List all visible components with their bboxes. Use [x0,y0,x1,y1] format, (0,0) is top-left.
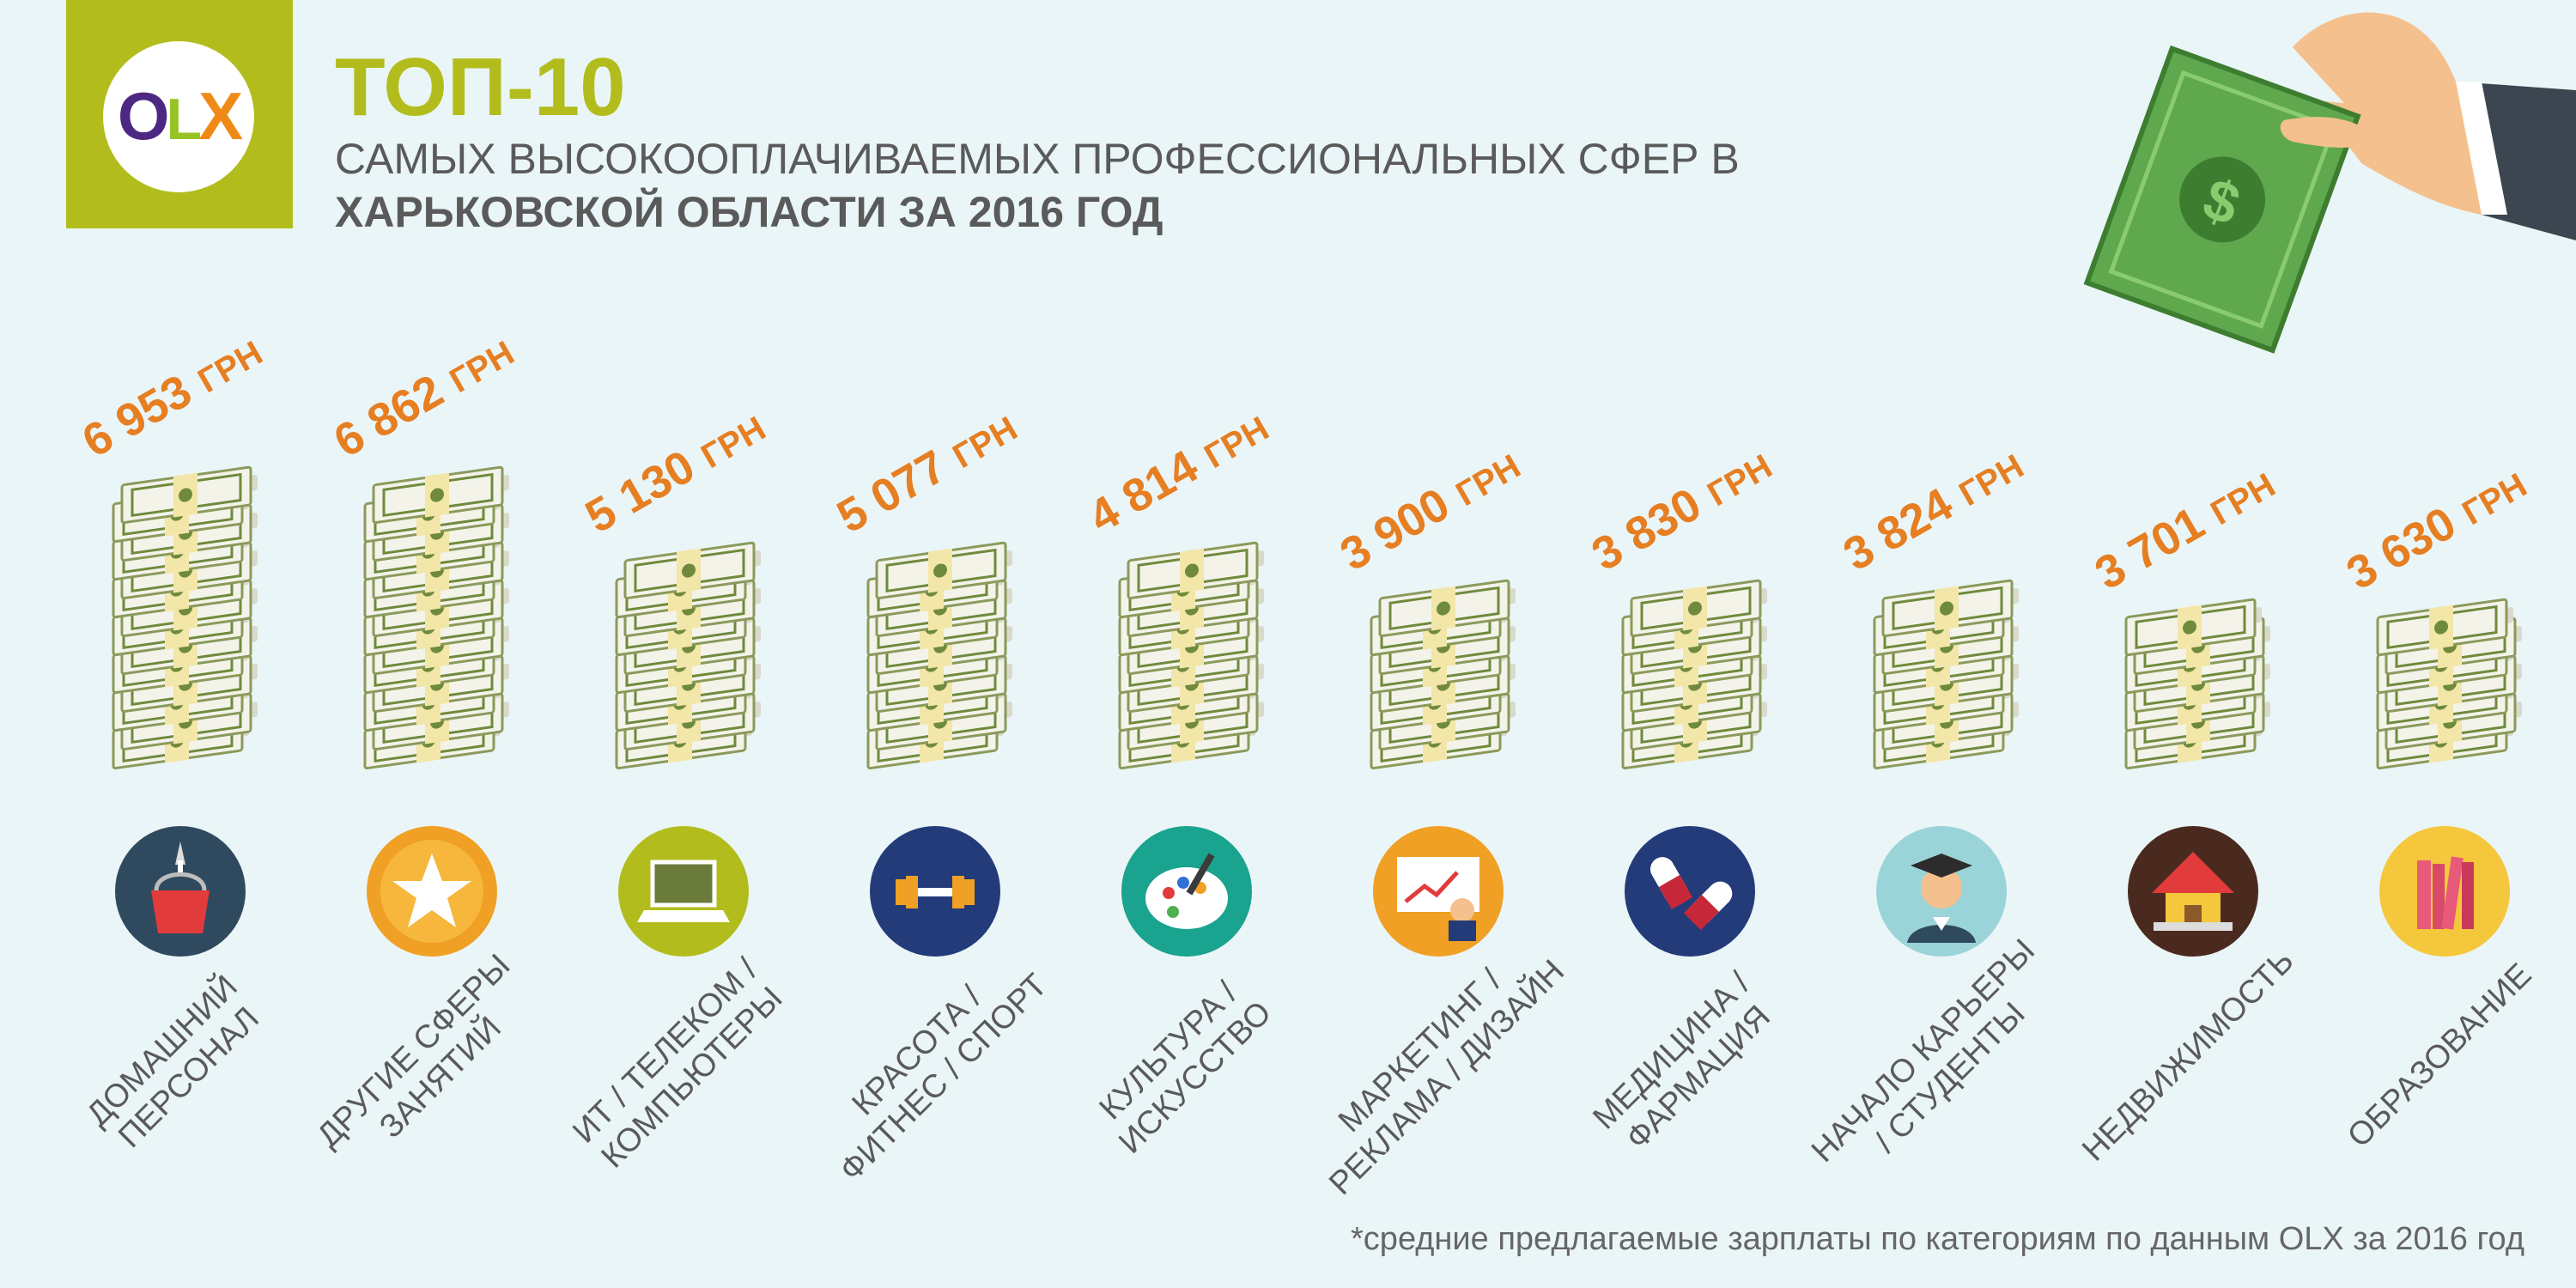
footnote: *средние предлагаемые зарплаты по катего… [1351,1221,2524,1257]
value-label: 4 814ГРН [1080,400,1277,544]
value-label: 5 130ГРН [577,400,774,544]
value-number: 3 900 [1332,478,1458,581]
money-bundle [1881,579,2019,638]
value-unit: ГРН [191,334,269,400]
star-icon [367,826,497,957]
bar-stack [1370,579,1516,770]
value-number: 5 077 [829,440,955,544]
value-number: 5 130 [577,440,703,544]
bar-stack [2376,598,2522,770]
money-bundle [875,541,1012,600]
value-number: 4 814 [1080,440,1206,544]
value-unit: ГРН [443,334,520,400]
olx-logo-text: OLX [117,78,243,154]
house-icon [2128,826,2258,957]
hand-with-banknote-illustration: $ [2083,12,2576,354]
money-bundle [372,465,509,525]
value-label: 3 701ГРН [2087,457,2283,600]
money-bundle [1127,541,1264,600]
olx-logo: OLX [103,41,254,192]
money-bundle [2376,598,2513,657]
bar-stack [1118,541,1264,770]
value-number: 6 953 [74,365,200,468]
value-number: 3 824 [1835,478,1961,581]
value-number: 3 701 [2087,497,2213,600]
bar-stack [866,541,1012,770]
palette-icon [1121,826,1252,957]
value-label: 3 824ГРН [1835,438,2032,581]
value-unit: ГРН [695,410,772,476]
value-unit: ГРН [946,410,1024,476]
presentation-icon [1373,826,1504,957]
subtitle-line-2: ХАРЬКОВСКОЙ ОБЛАСТИ ЗА 2016 ГОД [335,188,1163,236]
value-unit: ГРН [2204,466,2281,532]
value-label: 6 953ГРН [74,325,270,468]
value-unit: ГРН [1701,447,1778,513]
pills-icon [1625,826,1755,957]
value-number: 6 862 [325,365,452,468]
value-label: 3 630ГРН [2338,457,2535,600]
books-icon [2379,826,2510,957]
value-label: 5 077ГРН [829,400,1025,544]
money-bundle [623,541,761,600]
value-unit: ГРН [1449,447,1527,513]
page-title: ТОП-10 [335,41,626,133]
money-bundle [1378,579,1516,638]
graduate-icon [1876,826,2007,957]
value-number: 3 630 [2338,497,2464,600]
money-bundle [1630,579,1767,638]
value-unit: ГРН [1198,410,1275,476]
bar-stack [615,541,761,770]
laptop-icon [618,826,749,957]
bar-stack [2124,598,2270,770]
money-bundle [120,465,258,525]
bucket-icon [115,826,246,957]
value-number: 3 830 [1583,478,1710,581]
bar-stack [112,465,258,770]
value-unit: ГРН [2456,466,2533,532]
value-unit: ГРН [1953,447,2030,513]
bar-stack [1873,579,2019,770]
value-label: 6 862ГРН [325,325,522,468]
money-bundle [2124,598,2262,657]
value-label: 3 830ГРН [1583,438,1780,581]
logo-box: OLX [66,0,293,228]
bar-stack [363,465,509,770]
bar-stack [1621,579,1767,770]
dumbbell-icon [870,826,1000,957]
subtitle-line-1: САМЫХ ВЫСОКООПЛАЧИВАЕМЫХ ПРОФЕССИОНАЛЬНЫ… [335,135,1740,183]
value-label: 3 900ГРН [1332,438,1528,581]
